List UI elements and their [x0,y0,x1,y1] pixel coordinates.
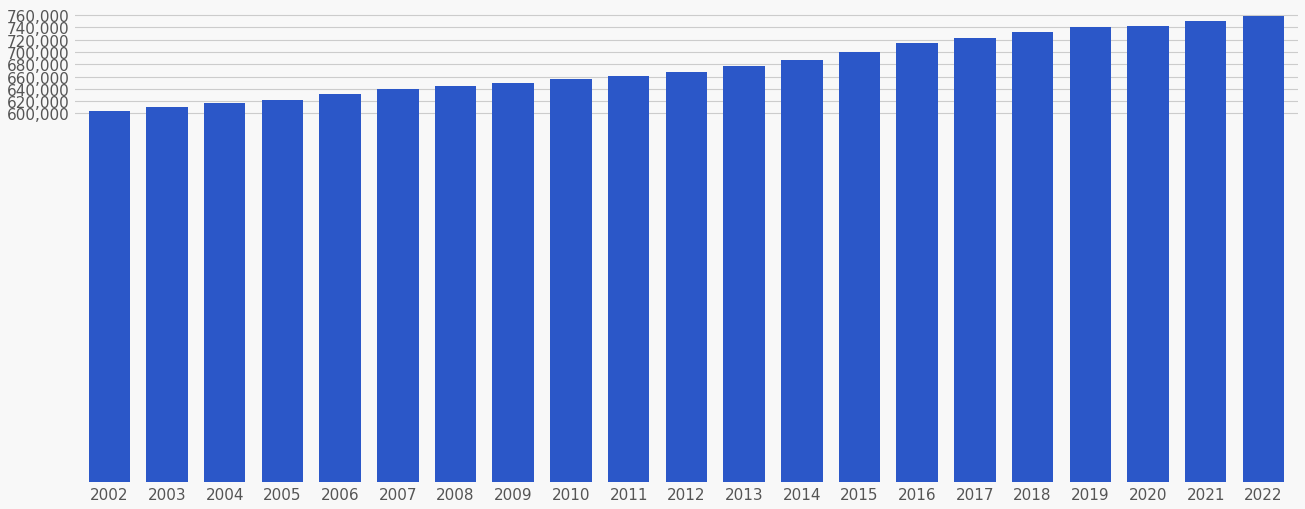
Bar [89,112,130,482]
Bar [897,44,938,482]
Bar [204,104,245,482]
Bar [377,90,419,482]
Bar [1128,26,1169,482]
Bar [780,61,822,482]
Bar [723,66,765,482]
Bar [551,80,591,482]
Bar [954,39,996,482]
Bar [435,87,476,482]
Bar [666,73,707,482]
Bar [320,95,361,482]
Bar [608,77,650,482]
Bar [492,83,534,482]
Bar [1070,28,1111,482]
Bar [1011,33,1053,482]
Bar [1242,17,1284,482]
Bar [146,107,188,482]
Bar [261,101,303,482]
Bar [839,53,881,482]
Bar [1185,22,1227,482]
